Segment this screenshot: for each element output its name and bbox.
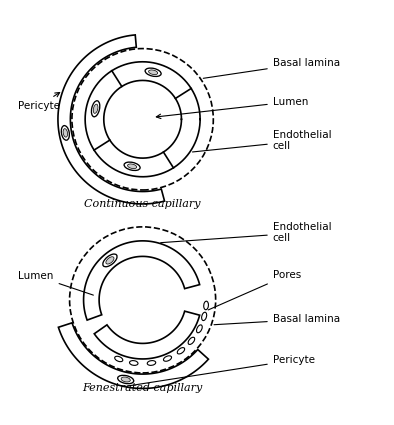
Text: Pericyte: Pericyte [18, 93, 60, 111]
Text: Endothelial
cell: Endothelial cell [161, 222, 331, 244]
Ellipse shape [149, 70, 158, 74]
Text: Fenestrated capillary: Fenestrated capillary [82, 382, 203, 393]
Text: Pericyte: Pericyte [127, 355, 315, 386]
Polygon shape [94, 311, 200, 359]
Ellipse shape [106, 257, 114, 264]
Polygon shape [58, 323, 208, 388]
Polygon shape [58, 35, 165, 204]
Ellipse shape [103, 254, 117, 267]
Text: Lumen: Lumen [156, 97, 308, 119]
Text: Basal lamina: Basal lamina [214, 314, 340, 325]
Text: Pores: Pores [208, 270, 301, 310]
Polygon shape [84, 241, 200, 320]
Ellipse shape [61, 126, 69, 140]
Ellipse shape [124, 162, 140, 170]
Ellipse shape [121, 377, 130, 382]
Ellipse shape [93, 104, 98, 113]
Ellipse shape [128, 164, 137, 169]
Text: Lumen: Lumen [18, 271, 93, 295]
Ellipse shape [118, 375, 134, 384]
Text: Endothelial
cell: Endothelial cell [193, 130, 331, 152]
Ellipse shape [63, 129, 68, 137]
Text: Basal lamina: Basal lamina [203, 58, 340, 78]
Text: Continuous capillary: Continuous capillary [84, 199, 201, 209]
Ellipse shape [91, 101, 100, 117]
Ellipse shape [145, 68, 161, 76]
